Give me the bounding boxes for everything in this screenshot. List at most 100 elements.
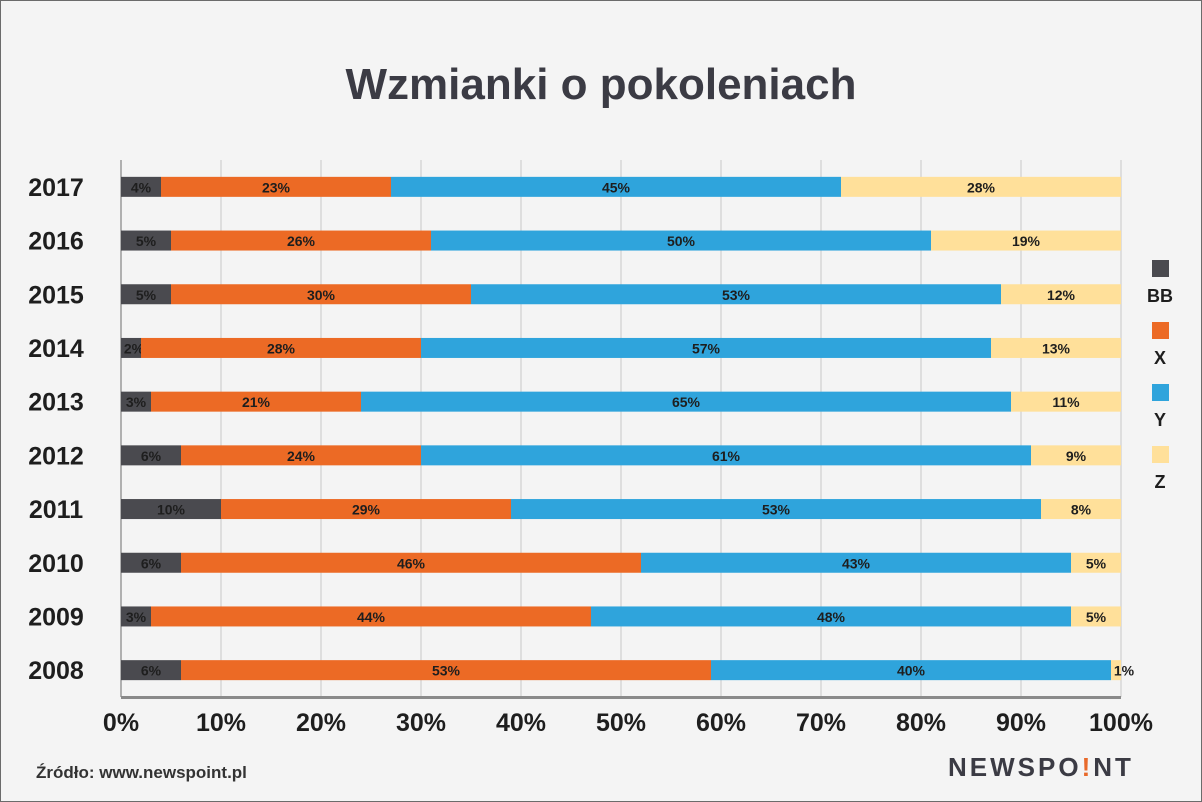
x-tick-label: 80% xyxy=(896,709,946,737)
x-tick-label: 90% xyxy=(996,709,1046,737)
bar-segment-x xyxy=(181,445,421,466)
bar-segment-z xyxy=(1011,391,1121,412)
data-label: 6% xyxy=(141,555,162,571)
bar-segment-y xyxy=(641,552,1071,573)
x-axis-line xyxy=(121,696,1121,699)
data-label: 6% xyxy=(141,663,162,679)
bar-segment-bb xyxy=(121,660,181,681)
bar-segment-x xyxy=(141,337,421,358)
data-label: 4% xyxy=(131,179,152,195)
legend-label: Y xyxy=(1154,410,1166,430)
x-tick-label: 40% xyxy=(496,709,546,737)
data-label: 5% xyxy=(136,233,157,249)
y-tick-label: 2016 xyxy=(28,228,84,256)
y-tick-label: 2011 xyxy=(29,496,83,524)
y-tick-label: 2009 xyxy=(28,603,84,631)
data-label: 28% xyxy=(967,179,996,195)
bar-segment-z xyxy=(1071,606,1121,627)
bar-segment-bb xyxy=(121,499,221,520)
y-tick-label: 2013 xyxy=(28,389,84,417)
data-label: 5% xyxy=(136,287,157,303)
legend-swatch-y xyxy=(1152,384,1169,401)
x-tick-label: 50% xyxy=(596,709,646,737)
data-label: 28% xyxy=(267,340,296,356)
bar-segment-x xyxy=(151,391,361,412)
x-tick-label: 70% xyxy=(796,709,846,737)
data-label: 45% xyxy=(602,179,631,195)
bar-segment-z xyxy=(1041,499,1121,520)
data-label: 3% xyxy=(126,609,147,625)
data-label: 2% xyxy=(124,340,145,356)
bar-segment-x xyxy=(151,606,591,627)
data-label: 26% xyxy=(287,233,316,249)
logo-text-start: NEWSPO xyxy=(948,752,1082,782)
bar-segment-x xyxy=(181,660,711,681)
newspoint-logo: NEWSPO!NT xyxy=(948,752,1134,783)
bar-segment-y xyxy=(421,337,991,358)
legend-swatch-bb xyxy=(1152,260,1169,277)
bar-segment-z xyxy=(1031,445,1121,466)
bar-segment-x xyxy=(171,284,471,305)
data-label: 12% xyxy=(1047,287,1076,303)
data-label: 5% xyxy=(1086,555,1107,571)
bar-segment-bb xyxy=(121,337,141,358)
data-label: 44% xyxy=(357,609,386,625)
legend-label: Z xyxy=(1155,472,1166,492)
bar-segment-z xyxy=(1111,660,1121,681)
bar-segment-z xyxy=(931,230,1121,251)
y-tick-label: 2008 xyxy=(28,657,84,685)
legend-swatch-x xyxy=(1152,322,1169,339)
data-label: 40% xyxy=(897,663,926,679)
bar-segment-y xyxy=(361,391,1011,412)
data-label: 19% xyxy=(1012,233,1041,249)
x-tick-label: 0% xyxy=(103,709,139,737)
data-label: 29% xyxy=(352,502,381,518)
bar-segment-bb xyxy=(121,445,181,466)
bar-segment-y xyxy=(391,176,841,197)
bar-segment-z xyxy=(991,337,1121,358)
bar-segment-y xyxy=(711,660,1111,681)
data-label: 53% xyxy=(432,663,461,679)
bar-segment-x xyxy=(181,552,641,573)
logo-accent: ! xyxy=(1081,752,1094,782)
data-label: 53% xyxy=(722,287,751,303)
bar-segment-x xyxy=(171,230,431,251)
bar-segment-bb xyxy=(121,284,171,305)
bar-segment-y xyxy=(421,445,1031,466)
y-tick-label: 2012 xyxy=(28,442,84,470)
x-tick-label: 60% xyxy=(696,709,746,737)
data-label: 8% xyxy=(1071,502,1092,518)
x-tick-label: 20% xyxy=(296,709,346,737)
bar-segment-z xyxy=(1001,284,1121,305)
legend-label: BB xyxy=(1147,286,1173,306)
bar-segment-bb xyxy=(121,391,151,412)
data-label: 5% xyxy=(1086,609,1107,625)
x-tick-label: 30% xyxy=(396,709,446,737)
data-label: 13% xyxy=(1042,340,1071,356)
data-label: 1% xyxy=(1114,663,1135,679)
data-label: 21% xyxy=(242,394,271,410)
y-tick-label: 2010 xyxy=(28,550,84,578)
data-label: 3% xyxy=(126,394,147,410)
bar-segment-bb xyxy=(121,606,151,627)
data-label: 53% xyxy=(762,502,791,518)
chart-title: Wzmianki o pokoleniach xyxy=(345,60,857,109)
data-label: 43% xyxy=(842,555,871,571)
data-label: 57% xyxy=(692,340,721,356)
bar-segment-bb xyxy=(121,552,181,573)
bar-segment-bb xyxy=(121,176,161,197)
y-tick-label: 2014 xyxy=(28,335,84,363)
data-label: 23% xyxy=(262,179,291,195)
legend-swatch-z xyxy=(1152,446,1169,463)
y-tick-label: 2017 xyxy=(28,174,84,202)
data-label: 46% xyxy=(397,555,426,571)
x-tick-label: 100% xyxy=(1089,709,1153,737)
bar-segment-y xyxy=(591,606,1071,627)
data-label: 65% xyxy=(672,394,701,410)
data-label: 24% xyxy=(287,448,316,464)
legend-label: X xyxy=(1154,348,1166,368)
bar-segment-x xyxy=(221,499,511,520)
data-label: 10% xyxy=(157,502,186,518)
bar-segment-z xyxy=(841,176,1121,197)
bar-segment-x xyxy=(161,176,391,197)
